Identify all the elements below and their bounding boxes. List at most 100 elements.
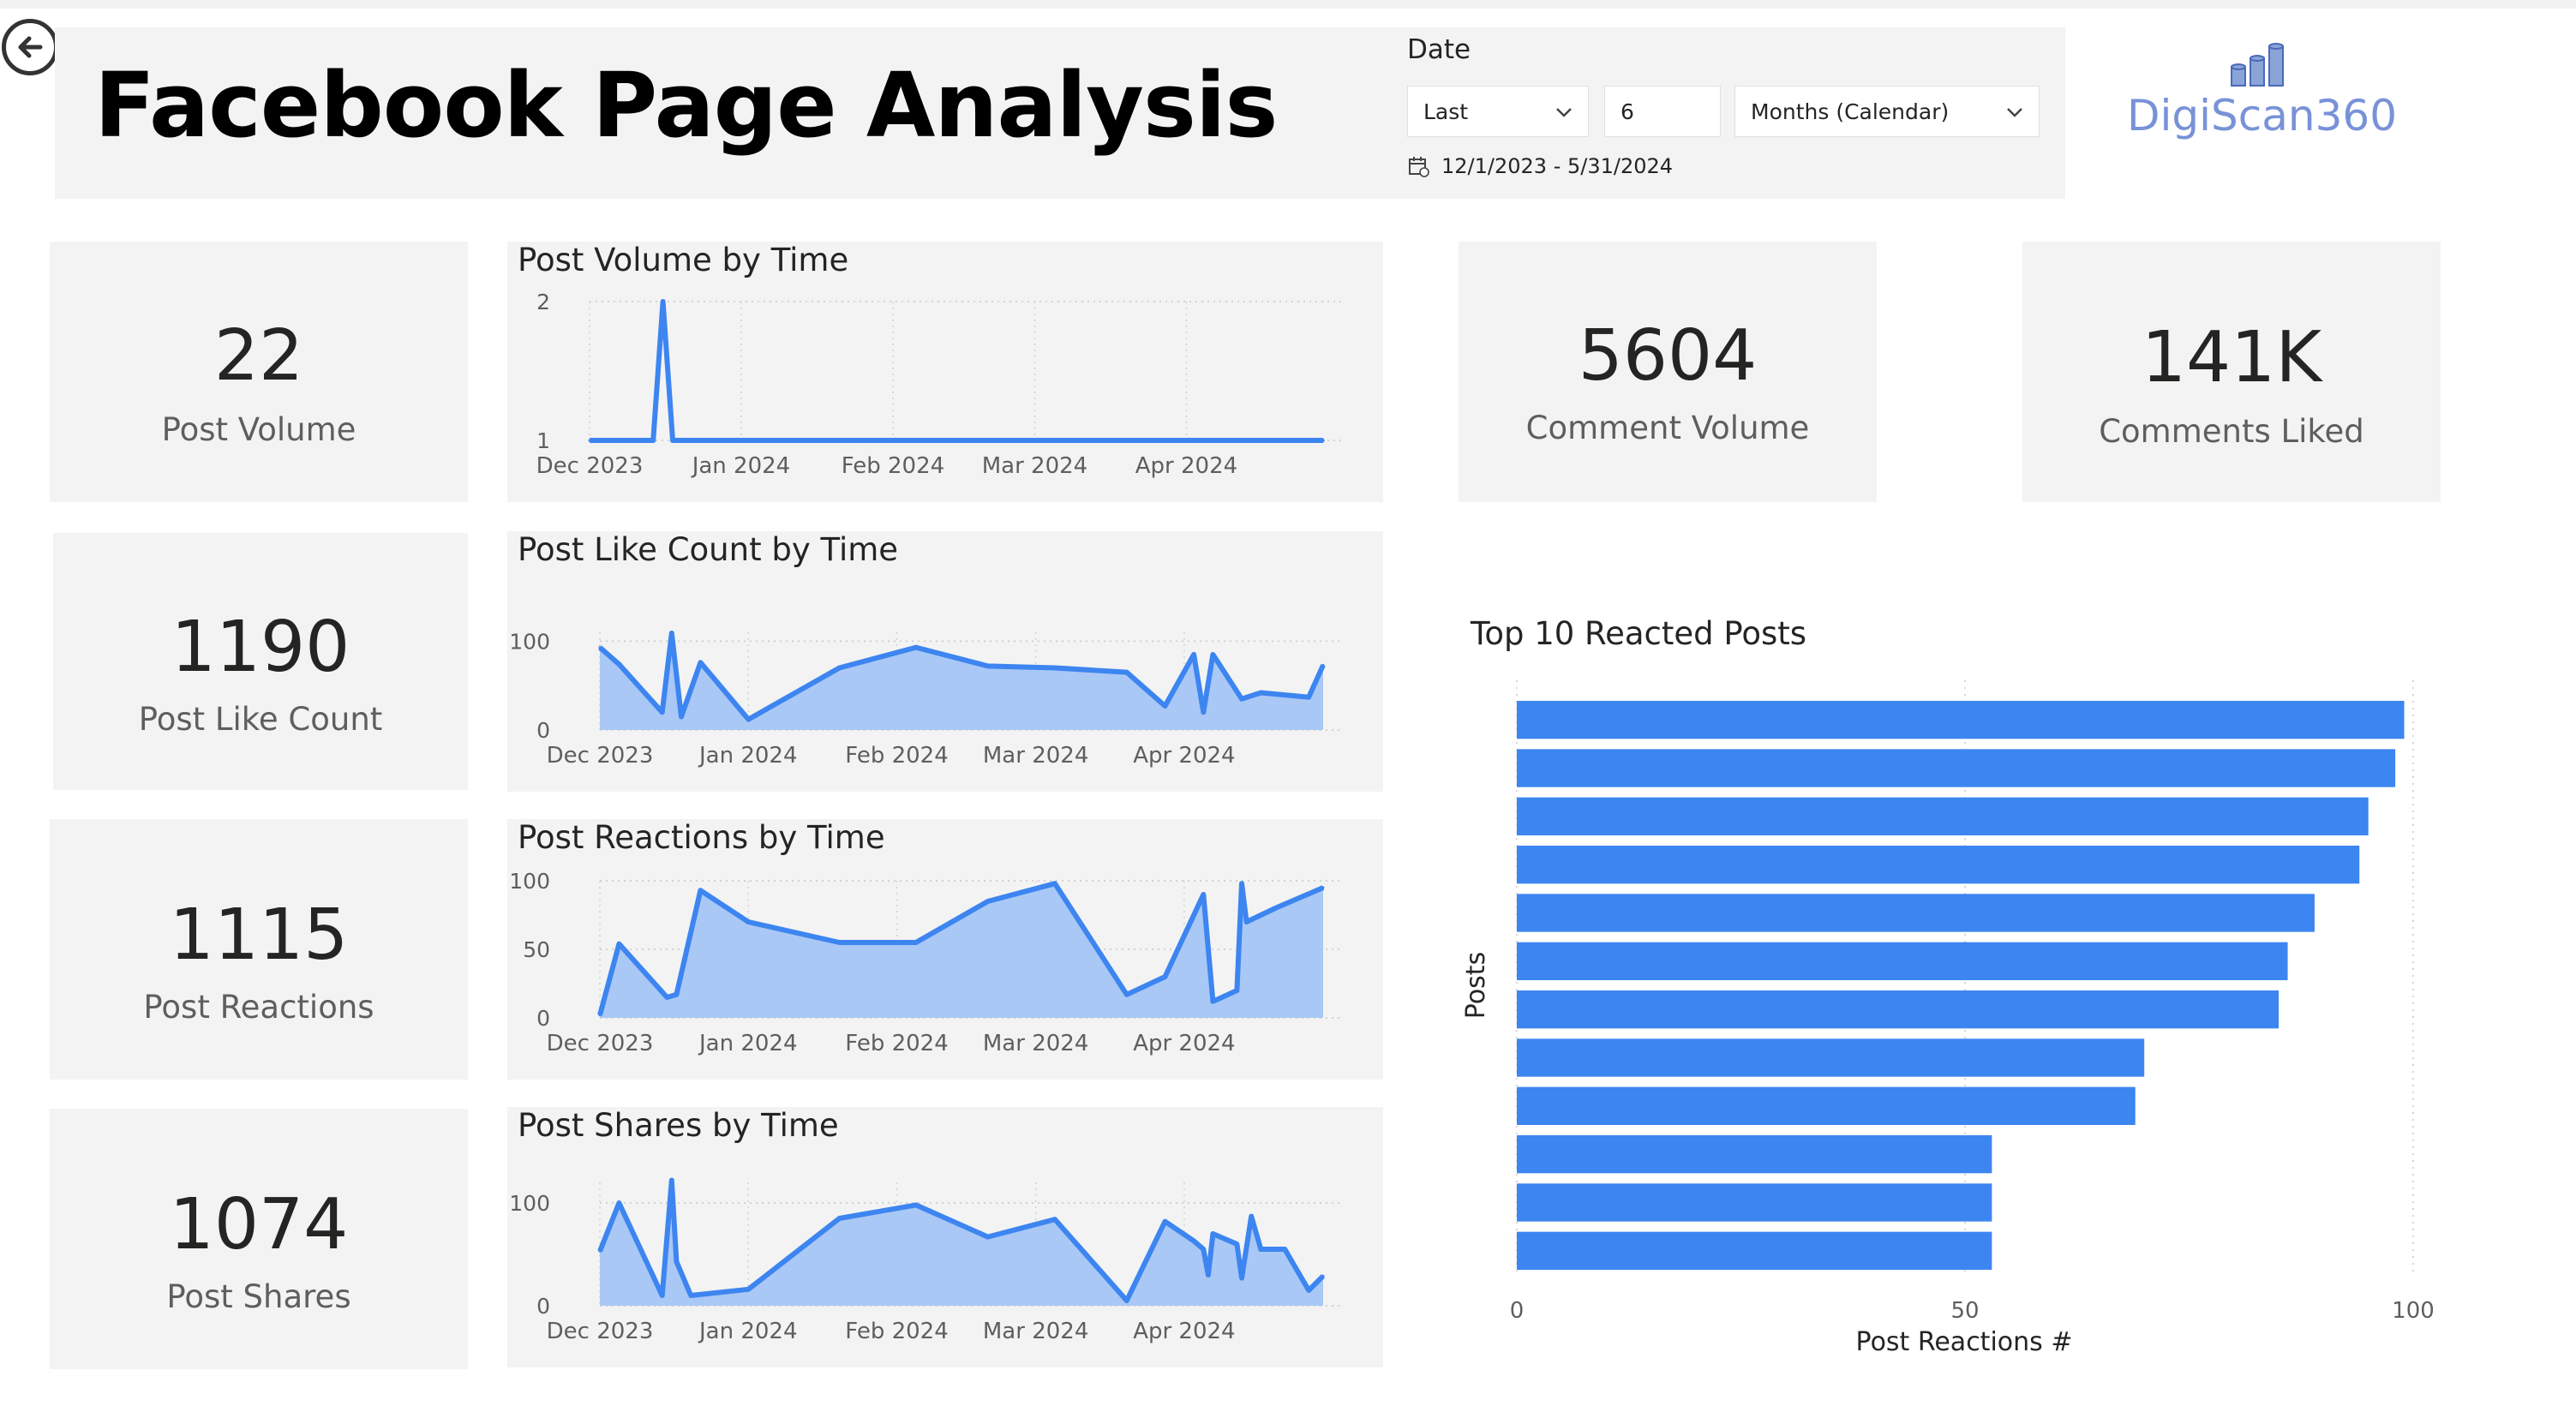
date-range: 12/1/2023 - 5/31/2024 [1407, 154, 1673, 178]
kpi-card-comment-volume: 5604 Comment Volume [1459, 242, 1877, 502]
data-point [1321, 439, 1325, 442]
bar [1517, 1183, 1992, 1222]
company-logo: DigiScan360 [2127, 43, 2397, 141]
date-range-text: 12/1/2023 - 5/31/2024 [1441, 154, 1674, 178]
chart-title: Post Like Count by Time [518, 531, 899, 568]
data-point [1259, 1247, 1262, 1251]
kpi-label: Post Shares [166, 1278, 351, 1315]
x-tick-label: Dec 2023 [547, 1031, 654, 1056]
series-line [597, 1177, 1326, 1303]
date-filter-label: Date [1407, 34, 1471, 65]
date-unit-dropdown[interactable]: Months (Calendar) [1734, 86, 2040, 137]
top-reacted-posts-bar-chart: 0 50 100 Post Reactions # Posts [1461, 680, 2435, 1357]
data-point [1164, 704, 1167, 708]
data-point [1240, 697, 1243, 701]
data-point [1125, 993, 1129, 996]
data-point [914, 646, 918, 649]
x-tick-label: Jan 2024 [698, 1319, 798, 1344]
data-point [670, 1179, 674, 1182]
data-point [1240, 1277, 1243, 1280]
data-point [746, 920, 750, 924]
x-tick-label: Feb 2024 [845, 1319, 948, 1344]
data-point [598, 646, 602, 649]
data-point [1245, 920, 1249, 924]
chart-panel-post-reactions: Post Reactions by Time 0 50 100 Dec 2023 Jan… [507, 819, 1383, 1080]
bar [1517, 942, 2288, 980]
kpi-label: Comment Volume [1525, 410, 1810, 446]
data-point [1249, 1215, 1253, 1218]
chart-panel-post-shares: Post Shares by Time 0 100 Dec 2023 Jan 2024… [507, 1107, 1383, 1367]
x-tick-label: Mar 2024 [983, 1319, 1089, 1344]
x-tick-label: Apr 2024 [1133, 1319, 1235, 1344]
y-tick-label: 2 [536, 290, 550, 314]
y-axis-label: Posts [1461, 952, 1491, 1019]
chart-title: Post Volume by Time [518, 242, 849, 278]
post-shares-area-chart: 0 100 Dec 2023 Jan 2024 Feb 2024 Mar 2024 Apr … [509, 1177, 1340, 1344]
bar [1517, 797, 2369, 835]
top-border [0, 0, 2576, 9]
back-arrow-icon[interactable] [2, 19, 58, 75]
x-tick-label: Mar 2024 [983, 1031, 1089, 1056]
y-tick-label: 0 [536, 1006, 550, 1031]
data-point [674, 993, 678, 996]
chart-title: Post Reactions by Time [518, 819, 885, 856]
bar [1517, 1038, 2145, 1077]
bar [1517, 701, 2405, 739]
x-tick-label: Apr 2024 [1133, 743, 1235, 769]
data-point [617, 662, 620, 666]
data-point [1164, 1220, 1167, 1224]
x-tick-label: Feb 2024 [845, 1031, 948, 1056]
series-area [600, 1180, 1323, 1306]
data-point [689, 1294, 692, 1297]
x-tick-label: Jan 2024 [698, 743, 798, 769]
data-point [837, 941, 841, 944]
data-point [1283, 1247, 1286, 1251]
x-tick-label: Mar 2024 [982, 453, 1088, 479]
bar [1517, 1231, 1992, 1270]
data-point [1192, 1239, 1195, 1242]
data-point [1053, 666, 1057, 669]
data-point [1321, 663, 1325, 667]
data-point [661, 710, 664, 714]
chart-title: Post Shares by Time [518, 1107, 839, 1144]
data-point [1307, 1289, 1310, 1292]
x-tick-label: 100 [2392, 1298, 2435, 1324]
x-tick-label: Jan 2024 [698, 1031, 798, 1056]
x-tick-label: Dec 2023 [536, 453, 644, 479]
data-point [746, 718, 750, 721]
date-count-input[interactable]: 6 [1604, 86, 1721, 137]
data-point [651, 439, 655, 442]
data-point [588, 439, 591, 442]
x-tick-label: Jan 2024 [691, 453, 791, 479]
chart-panel-post-volume: Post Volume by Time 1 2 Dec 2023 Jan 2024 Fe… [507, 242, 1383, 502]
data-point [1201, 1247, 1205, 1251]
date-mode-dropdown[interactable]: Last [1407, 86, 1589, 137]
kpi-card-comments-liked: 141K Comments Liked [2022, 242, 2441, 502]
data-point [617, 942, 620, 946]
data-point [1192, 653, 1195, 656]
x-tick-label: 0 [1510, 1298, 1525, 1324]
chevron-down-icon [1556, 108, 1572, 117]
data-point [671, 439, 674, 442]
data-point [665, 996, 668, 999]
x-tick-label: Dec 2023 [547, 743, 654, 769]
kpi-label: Post Reactions [143, 989, 374, 1026]
kpi-value: 1074 [169, 1184, 349, 1265]
date-count-value: 6 [1620, 99, 1634, 124]
logo-text: DigiScan360 [2127, 91, 2397, 141]
x-tick-label: Feb 2024 [842, 453, 944, 479]
data-point [598, 1249, 602, 1253]
y-tick-label: 0 [536, 718, 550, 743]
data-point [662, 300, 665, 303]
data-point [1240, 882, 1243, 885]
kpi-value: 5604 [1578, 315, 1758, 397]
bar [1517, 1086, 2136, 1125]
data-point [1235, 1242, 1238, 1246]
data-point [1207, 1273, 1210, 1277]
data-point [661, 1294, 664, 1297]
bar [1517, 894, 2315, 932]
x-tick-label: Apr 2024 [1135, 453, 1237, 479]
data-point [617, 1201, 620, 1205]
post-like-count-area-chart: 0 100 Dec 2023 Jan 2024 Feb 2024 Mar 2024 Apr … [509, 629, 1340, 769]
data-point [1201, 893, 1205, 896]
